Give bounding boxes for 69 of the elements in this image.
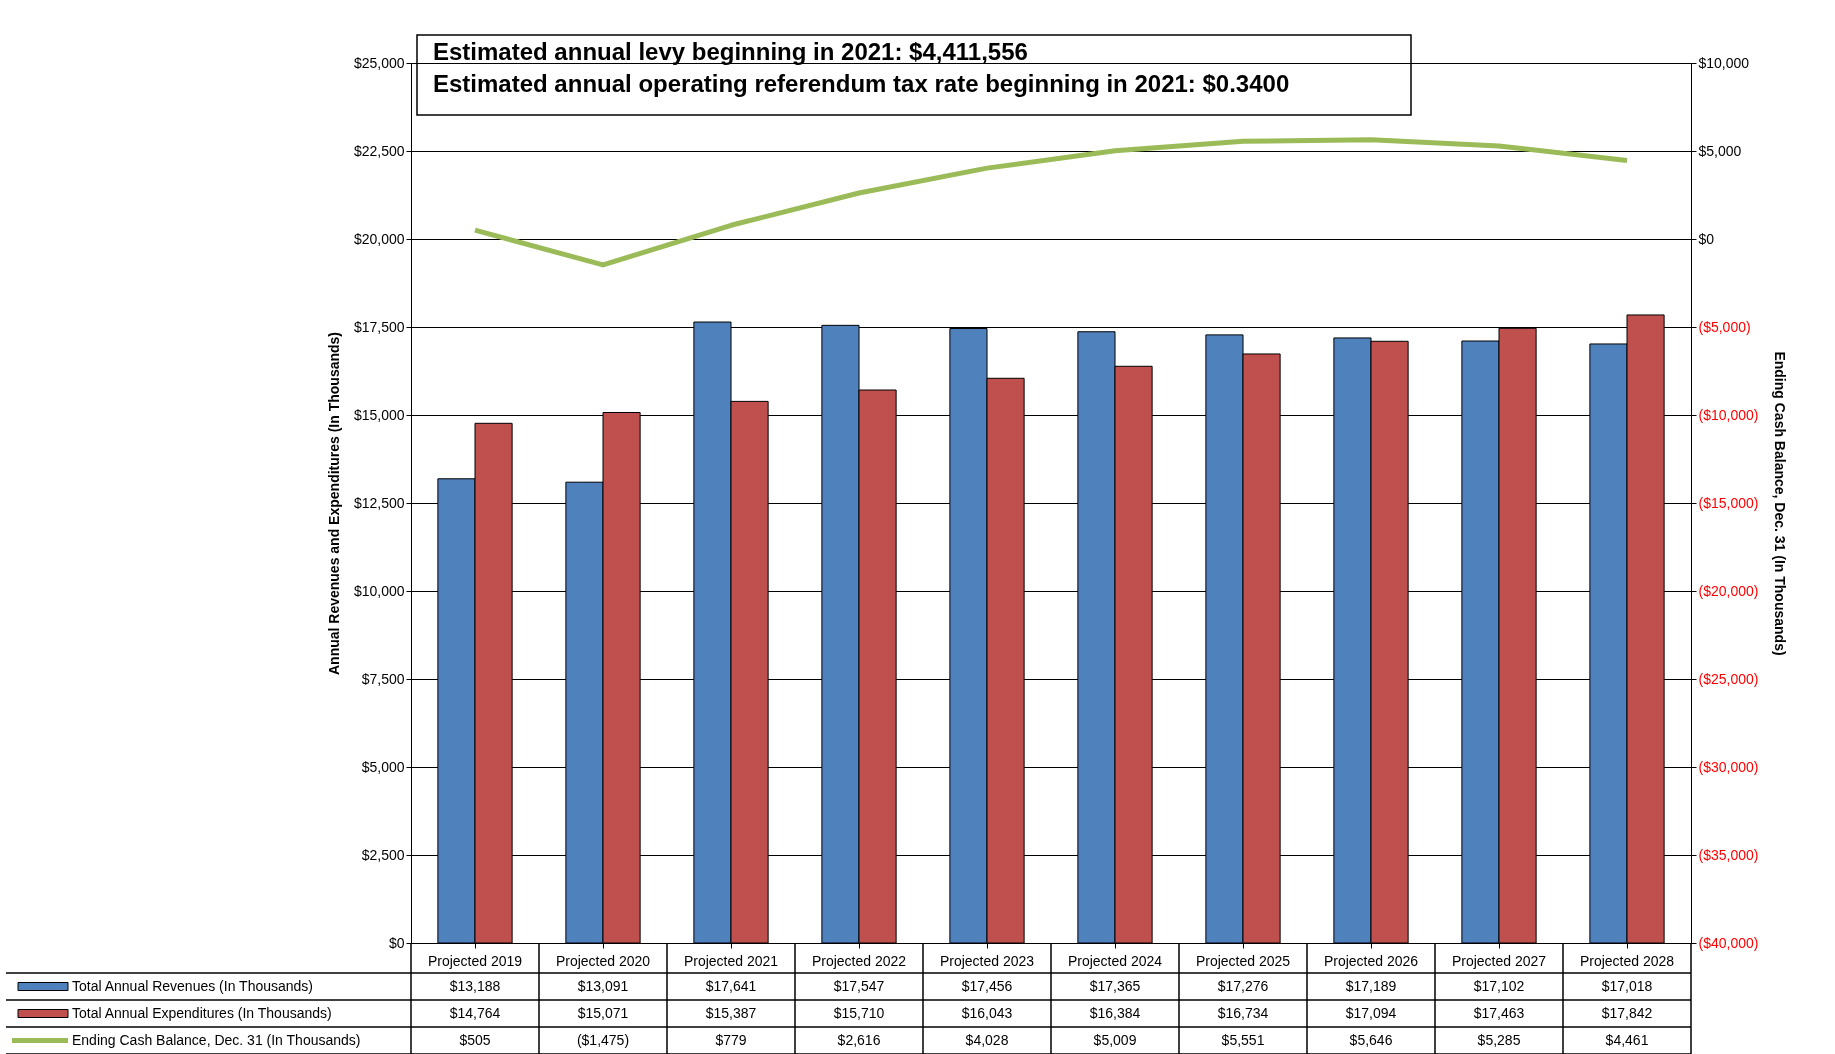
data-label: $17,018 bbox=[1601, 977, 1653, 994]
annotation: Estimated annual levy beginning in 2021: $4,411,556 bbox=[433, 38, 1028, 65]
y-tick-label: $5,000 bbox=[361, 758, 405, 775]
data-label: $4,028 bbox=[965, 1031, 1009, 1048]
data-label: $17,456 bbox=[961, 977, 1013, 994]
y-tick-label: $17,500 bbox=[353, 318, 405, 335]
y2-tick-label: $5,000 bbox=[1698, 142, 1742, 159]
x-tick-label: Projected 2022 bbox=[811, 952, 907, 969]
data-label: $5,646 bbox=[1349, 1031, 1393, 1048]
x-tick-label: Projected 2024 bbox=[1067, 952, 1163, 969]
x-tick-label: Projected 2027 bbox=[1451, 952, 1547, 969]
y-tick-label: $20,000 bbox=[353, 230, 405, 247]
annotation: Estimated annual operating referendum tax rate beginning in 2021: $0.3400 bbox=[433, 70, 1290, 97]
y-axis-title: Annual Revenues and Expenditures (In Thousands) bbox=[325, 331, 342, 676]
y2-tick-label: ($5,000) bbox=[1698, 318, 1751, 335]
data-label: $5,009 bbox=[1093, 1031, 1137, 1048]
data-label: $14,764 bbox=[449, 1004, 501, 1021]
data-label: $17,276 bbox=[1217, 977, 1269, 994]
data-label: $2,616 bbox=[837, 1031, 881, 1048]
x-tick-label: Projected 2019 bbox=[427, 952, 523, 969]
y-tick-label: $0 bbox=[388, 934, 405, 951]
data-label: $16,734 bbox=[1217, 1004, 1269, 1021]
data-label: $16,384 bbox=[1089, 1004, 1141, 1021]
y2-tick-label: ($25,000) bbox=[1698, 670, 1759, 687]
data-label: $779 bbox=[715, 1031, 747, 1048]
legend-label: Total Annual Expenditures (In Thousands) bbox=[72, 1004, 332, 1021]
data-label: $17,094 bbox=[1345, 1004, 1397, 1021]
x-tick-label: Projected 2026 bbox=[1323, 952, 1419, 969]
data-label: $13,091 bbox=[577, 977, 629, 994]
data-label: $13,188 bbox=[449, 977, 501, 994]
data-label: $17,547 bbox=[833, 977, 885, 994]
data-label: $505 bbox=[459, 1031, 491, 1048]
y-tick-label: $10,000 bbox=[353, 582, 405, 599]
x-tick-label: Projected 2021 bbox=[683, 952, 779, 969]
y2-tick-label: ($30,000) bbox=[1698, 758, 1759, 775]
y-tick-label: $12,500 bbox=[353, 494, 405, 511]
data-label: $5,285 bbox=[1477, 1031, 1521, 1048]
x-tick-label: Projected 2028 bbox=[1579, 952, 1675, 969]
y2-tick-label: ($15,000) bbox=[1698, 494, 1759, 511]
legend-label: Total Annual Revenues (In Thousands) bbox=[72, 977, 314, 994]
y2-tick-label: ($20,000) bbox=[1698, 582, 1759, 599]
y-tick-label: $22,500 bbox=[353, 142, 405, 159]
data-label: ($1,475) bbox=[576, 1031, 630, 1048]
y2-tick-label: ($40,000) bbox=[1698, 934, 1759, 951]
data-label: $15,387 bbox=[705, 1004, 757, 1021]
data-label: $17,365 bbox=[1089, 977, 1141, 994]
data-label: $15,071 bbox=[577, 1004, 629, 1021]
x-tick-label: Projected 2023 bbox=[939, 952, 1035, 969]
data-label: $17,463 bbox=[1473, 1004, 1525, 1021]
y2-axis-title: Ending Cash Balance, Dec. 31 (In Thousands) bbox=[1772, 351, 1789, 656]
y2-tick-label: ($35,000) bbox=[1698, 846, 1759, 863]
x-tick-label: Projected 2025 bbox=[1195, 952, 1291, 969]
data-label: $17,641 bbox=[705, 977, 757, 994]
y2-tick-label: ($10,000) bbox=[1698, 406, 1759, 423]
data-label: $17,189 bbox=[1345, 977, 1397, 994]
data-label: $17,102 bbox=[1473, 977, 1525, 994]
data-label: $17,842 bbox=[1601, 1004, 1653, 1021]
y-tick-label: $7,500 bbox=[361, 670, 405, 687]
data-label: $16,043 bbox=[961, 1004, 1013, 1021]
y-tick-label: $15,000 bbox=[353, 406, 405, 423]
y-tick-label: $2,500 bbox=[361, 846, 405, 863]
y2-tick-label: $0 bbox=[1698, 230, 1715, 247]
data-label: $4,461 bbox=[1605, 1031, 1649, 1048]
legend-label: Ending Cash Balance, Dec. 31 (In Thousands) bbox=[72, 1031, 361, 1048]
data-label: $5,551 bbox=[1221, 1031, 1265, 1048]
x-tick-label: Projected 2020 bbox=[555, 952, 651, 969]
y2-tick-label: $10,000 bbox=[1698, 54, 1750, 71]
data-label: $15,710 bbox=[833, 1004, 885, 1021]
y-tick-label: $25,000 bbox=[353, 54, 405, 71]
